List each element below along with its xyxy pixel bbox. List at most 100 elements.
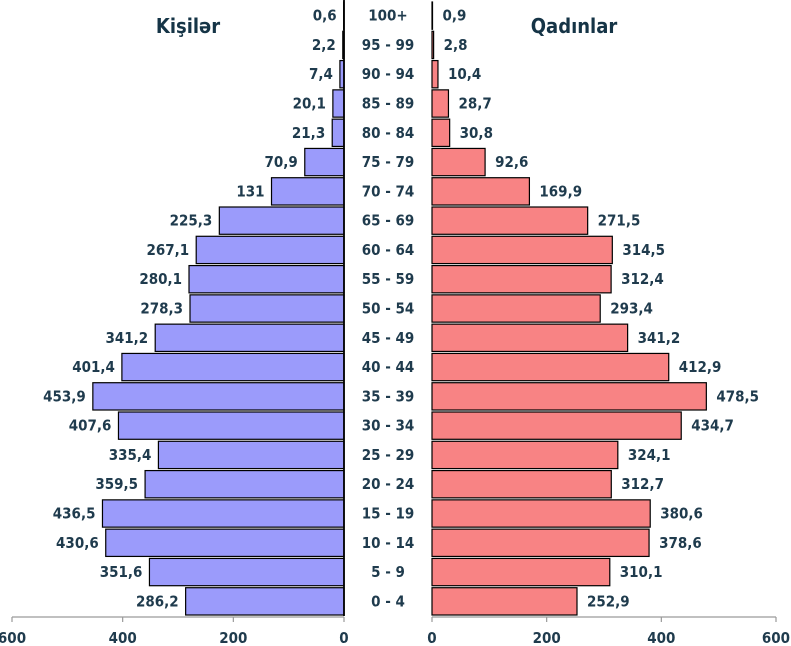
value-labels: 286,2 252,9 351,6 310,1 430,6 378,6 436,5 380,6…	[43, 7, 759, 611]
male-value-label: 20,1	[293, 95, 326, 113]
male-value-label: 225,3	[170, 212, 213, 230]
x-axes: 600 400 200 0 0 200 400 600	[0, 616, 790, 646]
male-bar	[148, 557, 345, 587]
female-bar	[431, 323, 629, 353]
female-value-label: 324,1	[628, 446, 671, 464]
female-value-label: 0,9	[443, 7, 467, 25]
female-bar	[431, 557, 611, 587]
male-value-label: 351,6	[100, 563, 143, 581]
female-value-label: 314,5	[622, 241, 665, 259]
female-bar	[431, 587, 578, 616]
male-value-label: 0,6	[313, 7, 337, 25]
female-value-label: 28,7	[458, 95, 491, 113]
male-value-label: 280,1	[139, 270, 182, 288]
age-group-labels: 0 - 4 5 - 9 10 - 14 15 - 19 20 - 24 25 - 29 30…	[362, 7, 415, 611]
female-bar	[431, 440, 619, 470]
female-bar	[431, 382, 707, 411]
male-bars	[92, 1, 345, 616]
age-group-label: 60 - 64	[362, 241, 415, 259]
male-bar	[185, 587, 345, 616]
male-value-label: 131	[236, 182, 264, 200]
female-side-title: Qadınlar	[531, 14, 618, 38]
female-bars	[431, 1, 707, 616]
left-tick-label: 600	[0, 629, 26, 646]
female-value-label: 312,7	[621, 475, 664, 493]
age-group-label: 30 - 34	[362, 417, 415, 435]
female-bar	[431, 30, 435, 60]
age-group-label: 35 - 39	[362, 387, 415, 405]
male-bar	[270, 177, 345, 206]
female-bar	[431, 89, 450, 118]
age-group-label: 5 - 9	[371, 563, 405, 581]
male-value-label: 286,2	[136, 592, 179, 610]
female-bar	[431, 235, 613, 265]
female-value-label: 293,4	[610, 300, 653, 318]
female-value-label: 341,2	[638, 329, 681, 347]
right-tick-label: 400	[647, 629, 675, 646]
female-value-label: 2,8	[444, 36, 468, 54]
left-tick-label: 0	[339, 629, 348, 646]
age-group-label: 50 - 54	[362, 300, 415, 318]
male-side-title: Kişilər	[156, 14, 220, 38]
male-bar	[195, 235, 345, 265]
male-bar	[332, 89, 345, 118]
female-value-label: 271,5	[598, 212, 641, 230]
male-value-label: 430,6	[56, 534, 99, 552]
male-value-label: 278,3	[140, 300, 183, 318]
male-value-label: 359,5	[95, 475, 138, 493]
female-value-label: 378,6	[659, 534, 702, 552]
age-group-label: 70 - 74	[362, 182, 415, 200]
male-bar	[154, 323, 345, 353]
male-bar	[117, 411, 345, 440]
female-bar	[431, 1, 434, 30]
female-bar	[431, 118, 451, 148]
right-tick-label: 0	[427, 629, 436, 646]
male-bar	[121, 352, 345, 382]
female-bar	[431, 294, 601, 323]
female-bar	[431, 177, 531, 206]
male-bar	[105, 528, 345, 558]
male-value-label: 7,4	[309, 65, 333, 83]
male-value-label: 407,6	[69, 417, 112, 435]
male-bar	[331, 118, 345, 148]
age-group-label: 20 - 24	[362, 475, 415, 493]
male-bar	[304, 147, 345, 177]
age-group-label: 15 - 19	[362, 505, 415, 523]
female-value-label: 30,8	[460, 124, 493, 142]
male-value-label: 267,1	[147, 241, 190, 259]
female-value-label: 92,6	[495, 153, 528, 171]
age-group-label: 10 - 14	[362, 534, 415, 552]
female-bar	[431, 528, 650, 558]
age-group-label: 40 - 44	[362, 358, 415, 376]
female-bar	[431, 352, 670, 382]
age-group-label: 75 - 79	[362, 153, 415, 171]
female-bar	[431, 469, 612, 499]
age-group-label: 55 - 59	[362, 270, 415, 288]
male-value-label: 453,9	[43, 387, 86, 405]
age-group-label: 95 - 99	[362, 36, 415, 54]
female-value-label: 434,7	[691, 417, 734, 435]
age-group-label: 85 - 89	[362, 95, 415, 113]
left-tick-label: 400	[109, 629, 137, 646]
female-value-label: 478,5	[716, 387, 759, 405]
age-group-label: 100+	[368, 7, 407, 25]
age-group-label: 65 - 69	[362, 212, 415, 230]
age-group-label: 80 - 84	[362, 124, 415, 142]
age-group-label: 45 - 49	[362, 329, 415, 347]
female-value-label: 310,1	[620, 563, 663, 581]
male-bar	[189, 294, 345, 323]
female-value-label: 380,6	[660, 505, 703, 523]
age-group-label: 0 - 4	[371, 592, 405, 610]
male-bar	[92, 382, 345, 411]
right-tick-label: 600	[762, 629, 790, 646]
male-bar	[157, 440, 345, 470]
male-value-label: 70,9	[264, 153, 297, 171]
male-value-label: 401,4	[72, 358, 115, 376]
right-tick-label: 200	[533, 629, 561, 646]
female-value-label: 312,4	[621, 270, 664, 288]
female-bar	[431, 59, 439, 89]
female-value-label: 169,9	[539, 182, 582, 200]
male-value-label: 436,5	[53, 505, 96, 523]
male-bar	[188, 264, 345, 294]
